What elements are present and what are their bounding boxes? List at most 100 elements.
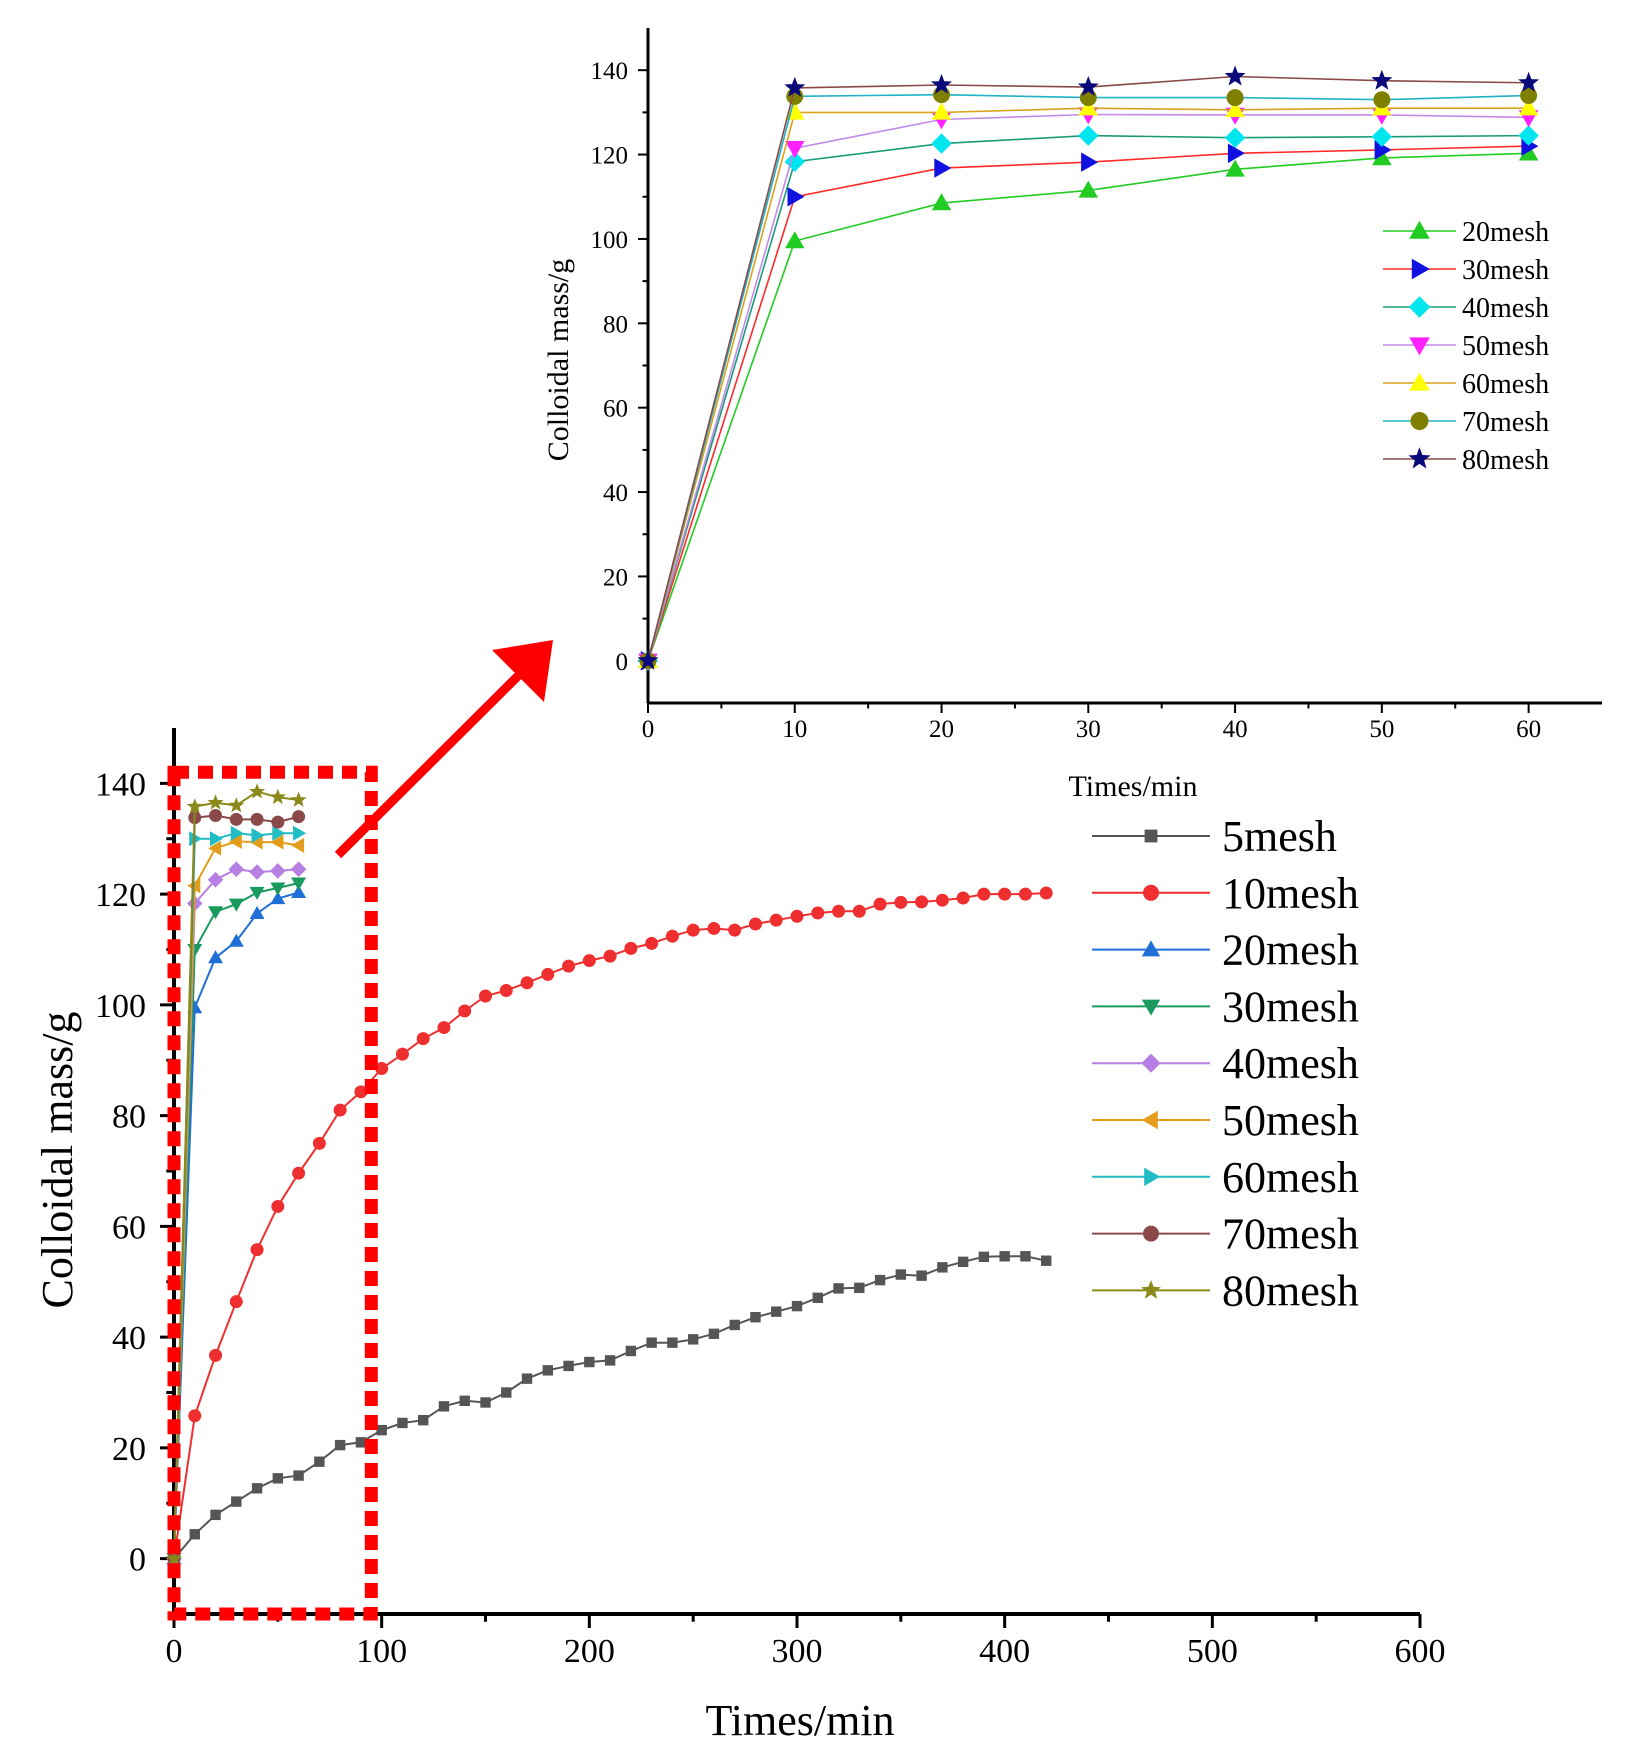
main-point-5mesh <box>542 1365 553 1376</box>
main-point-5mesh <box>1020 1251 1031 1262</box>
main-point-40mesh <box>207 871 224 888</box>
inset-point-70mesh <box>1373 91 1391 109</box>
inset-y-axis-label: Colloidal mass/g <box>542 259 575 462</box>
main-chart: 0 100 200 300 400 500 600 0 20 40 60 80 100 120 140 Ti… <box>33 728 1446 1745</box>
main-point-20mesh <box>249 906 265 919</box>
inset-y-tick-label: 100 <box>591 227 629 254</box>
inset-y-tick-label: 80 <box>603 311 628 338</box>
main-point-30mesh <box>291 877 307 891</box>
inset-x-tick-label: 0 <box>642 716 655 743</box>
inset-tick-labels: 0 10 20 30 40 50 60 0 20 40 60 80 100 120 140 <box>591 58 1542 743</box>
inset-legend-label-80mesh: 80mesh <box>1462 445 1549 476</box>
main-point-5mesh <box>272 1473 284 1484</box>
main-point-5mesh <box>376 1424 387 1436</box>
main-point-80mesh <box>228 797 245 813</box>
inset-legend: 20mesh 30mesh 40mesh 50mesh 60mesh 70mesh 80me… <box>1383 217 1549 476</box>
main-point-10mesh <box>541 967 555 981</box>
main-point-5mesh <box>1041 1255 1052 1266</box>
main-point-30mesh <box>249 886 265 900</box>
inset-point-30mesh <box>934 158 952 178</box>
inset-axes <box>638 28 1602 713</box>
inset-series-line-20mesh <box>647 152 1529 662</box>
main-point-5mesh <box>667 1337 678 1348</box>
main-point-60mesh <box>293 825 307 841</box>
inset-legend-label-40mesh: 40mesh <box>1462 293 1549 324</box>
main-point-10mesh <box>624 941 638 955</box>
main-legend-marker-5mesh <box>1144 829 1158 843</box>
inset-point-60mesh <box>1225 100 1245 118</box>
main-point-60mesh <box>230 825 244 841</box>
inset-point-70mesh <box>1226 89 1244 107</box>
main-point-10mesh <box>250 1243 264 1257</box>
inset-y-tick-label: 0 <box>616 649 629 676</box>
zoom-highlight-box <box>167 765 378 1621</box>
main-point-5mesh <box>334 1439 346 1451</box>
main-point-5mesh <box>521 1373 533 1384</box>
inset-x-tick-label: 30 <box>1076 716 1101 743</box>
main-point-80mesh <box>166 1550 182 1566</box>
main-point-5mesh <box>293 1470 304 1481</box>
main-point-20mesh <box>208 950 223 964</box>
inset-point-80mesh <box>637 649 659 670</box>
main-tick-labels: 0 100 200 300 400 500 600 0 20 40 60 80 100 120 140 <box>95 766 1446 1670</box>
main-legend-label-50mesh: 50mesh <box>1222 1096 1359 1145</box>
main-point-10mesh <box>894 895 908 909</box>
main-point-10mesh <box>915 895 929 909</box>
main-point-50mesh <box>208 840 222 856</box>
main-point-5mesh <box>833 1283 844 1294</box>
inset-point-80mesh <box>784 76 806 97</box>
inset-legend-marker-30mesh <box>1411 258 1430 280</box>
main-point-30mesh <box>187 944 203 957</box>
main-series-group <box>166 783 1053 1567</box>
main-point-10mesh <box>562 959 576 973</box>
main-legend-label-40mesh: 40mesh <box>1222 1039 1359 1088</box>
main-point-10mesh <box>935 893 949 907</box>
inset-point-60mesh <box>931 102 952 120</box>
main-series-line-50mesh <box>173 840 299 1559</box>
inset-point-30mesh <box>787 187 805 207</box>
inset-point-80mesh <box>1224 65 1246 86</box>
main-legend-label-80mesh: 80mesh <box>1222 1266 1359 1315</box>
main-point-5mesh <box>978 1251 990 1263</box>
main-point-40mesh <box>290 861 307 877</box>
main-series-line-10mesh <box>173 892 1047 1559</box>
main-series-line-5mesh <box>173 1255 1047 1560</box>
main-point-70mesh <box>229 812 243 826</box>
main-point-50mesh <box>291 837 305 853</box>
inset-point-40mesh <box>1224 127 1246 148</box>
main-point-5mesh <box>584 1356 595 1368</box>
main-point-60mesh <box>251 828 265 843</box>
inset-point-20mesh <box>1518 143 1539 161</box>
main-point-10mesh <box>458 1004 472 1018</box>
main-point-5mesh <box>750 1311 761 1323</box>
main-point-30mesh <box>270 882 286 896</box>
inset-x-tick-label: 60 <box>1516 716 1541 743</box>
main-point-5mesh <box>314 1456 325 1467</box>
main-point-60mesh <box>189 831 203 847</box>
main-point-80mesh <box>207 794 224 810</box>
inset-point-40mesh <box>931 133 952 154</box>
main-point-10mesh <box>333 1103 347 1117</box>
main-x-tick-label: 400 <box>979 1633 1030 1670</box>
main-point-10mesh <box>479 989 492 1003</box>
main-point-70mesh <box>250 812 264 826</box>
inset-point-20mesh <box>1225 159 1245 177</box>
main-x-tick-label: 200 <box>564 1633 615 1670</box>
inset-series-group <box>637 65 1540 671</box>
inset-point-60mesh <box>1518 98 1539 116</box>
main-point-70mesh <box>271 815 285 829</box>
inset-x-tick-label: 10 <box>782 716 807 743</box>
main-legend-marker-10mesh <box>1143 884 1159 901</box>
main-point-10mesh <box>1039 886 1053 900</box>
inset-y-tick-label: 140 <box>591 58 629 85</box>
main-x-tick-label: 600 <box>1395 1633 1446 1670</box>
main-legend-label-30mesh: 30mesh <box>1222 982 1359 1031</box>
inset-legend-label-30mesh: 30mesh <box>1462 255 1549 286</box>
main-point-5mesh <box>874 1274 886 1286</box>
inset-legend-label-60mesh: 60mesh <box>1462 369 1549 400</box>
inset-legend-label-70mesh: 70mesh <box>1462 407 1549 438</box>
main-point-10mesh <box>582 954 596 968</box>
inset-point-40mesh <box>1371 126 1392 147</box>
main-point-10mesh <box>375 1062 389 1076</box>
